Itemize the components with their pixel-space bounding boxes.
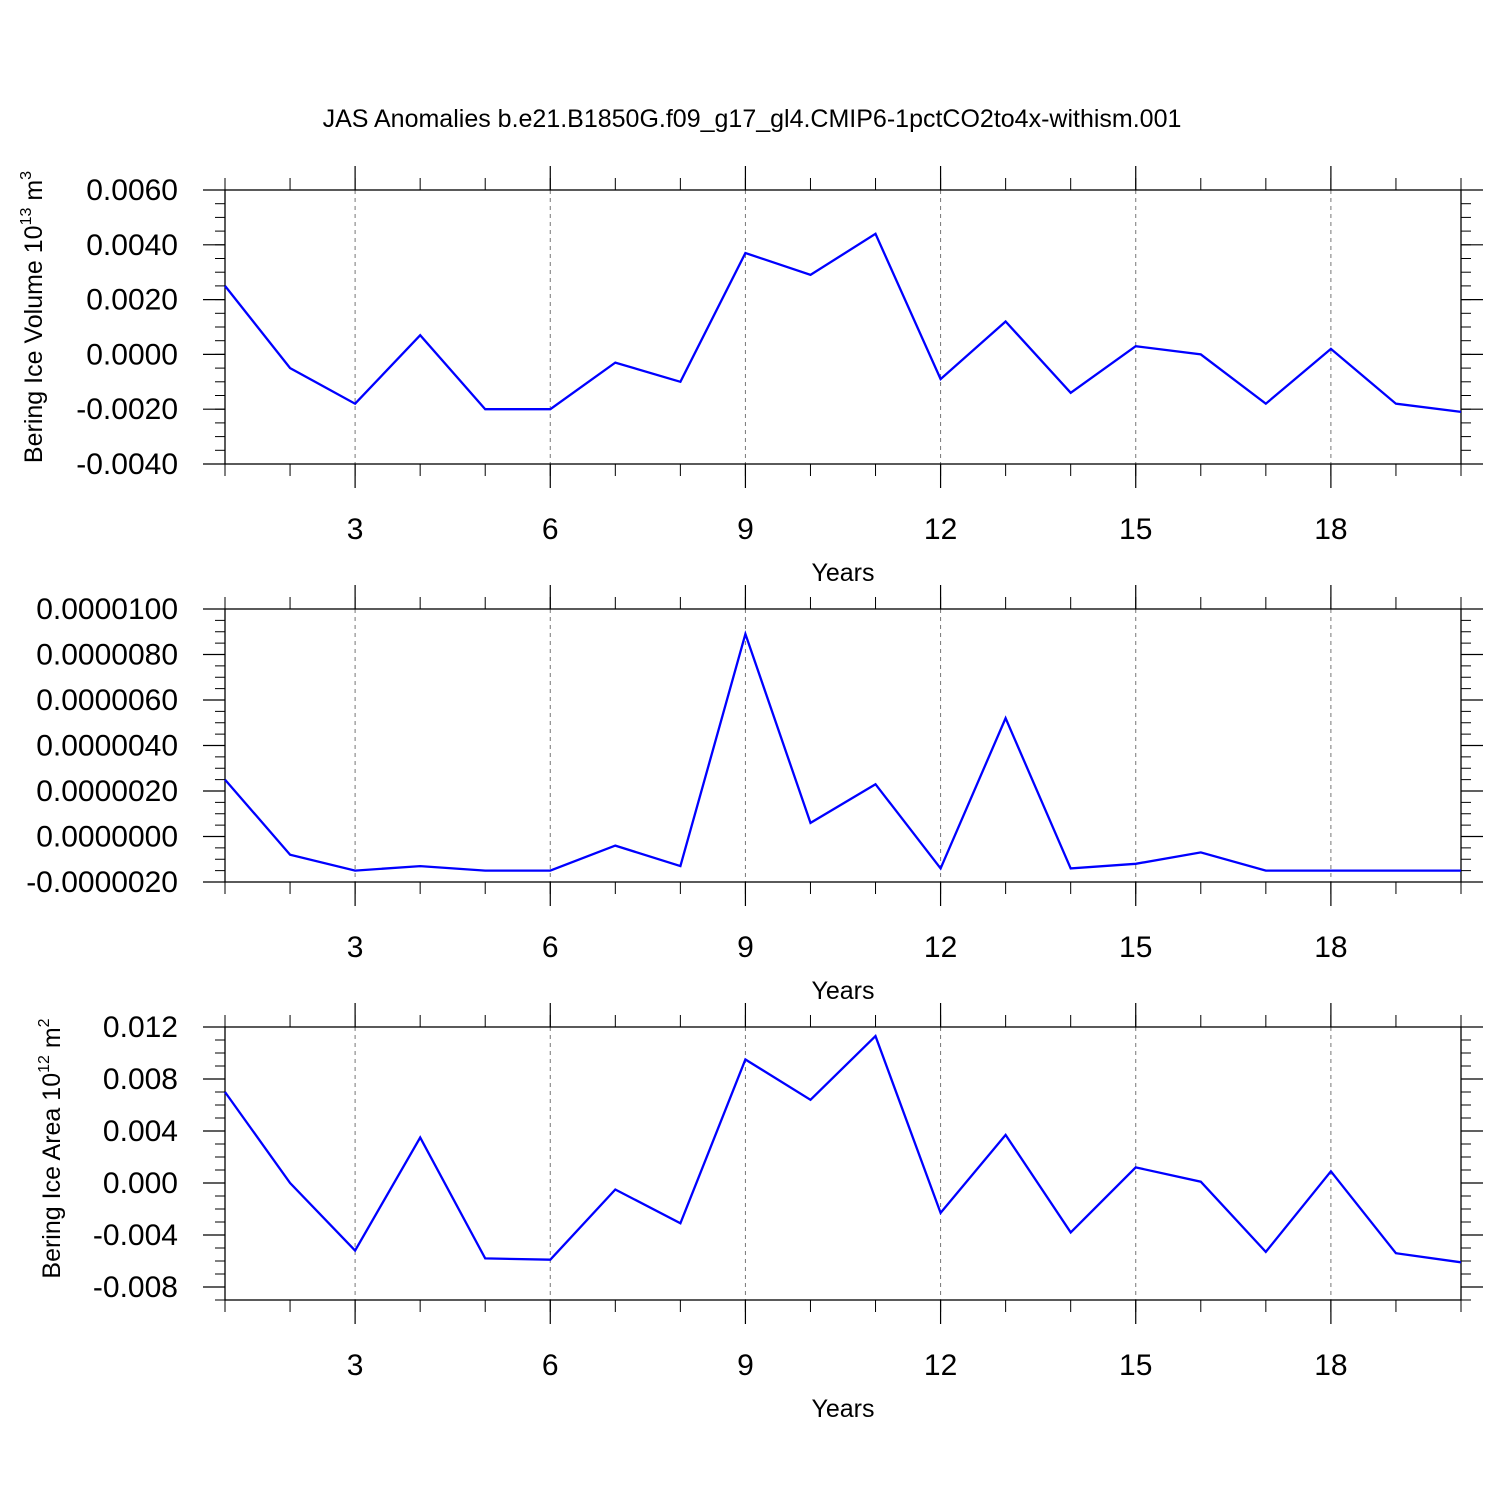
x-tick-label: 15 bbox=[1119, 513, 1152, 546]
y-axis-title-exponent: 12 bbox=[36, 1055, 53, 1073]
chart-panel-1: 3 6 9 12 15 18 -0.0040 -0.0020 0.0000 0.0020 0.004… bbox=[18, 166, 1483, 587]
x-tick-label: 6 bbox=[542, 1349, 559, 1382]
y-tick-label: 0.0000000 bbox=[36, 821, 178, 854]
y-tick-label: 0.0040 bbox=[86, 229, 178, 262]
y-tick-label: 0.008 bbox=[103, 1063, 178, 1096]
x-tick-label: 3 bbox=[347, 1349, 364, 1382]
x-tick-label: 3 bbox=[347, 513, 364, 546]
x-tick-label: 15 bbox=[1119, 931, 1152, 964]
x-tick-label: 12 bbox=[924, 931, 957, 964]
figure-title: JAS Anomalies b.e21.B1850G.f09_g17_gl4.C… bbox=[323, 105, 1182, 133]
x-tick-label: 12 bbox=[924, 513, 957, 546]
y-axis-title-text: Bering Ice Volume 10 bbox=[20, 225, 48, 463]
y-tick-label: 0.0000040 bbox=[36, 730, 178, 763]
y-tick-label: -0.0000020 bbox=[26, 866, 178, 899]
chart-panel-2: 3 6 9 12 15 18 -0.0000020 0.0000000 0.0000020 0.0… bbox=[26, 585, 1483, 1005]
y-tick-label: 0.000 bbox=[103, 1167, 178, 1200]
y-axis-title-unit: m bbox=[20, 180, 48, 208]
y-tick-label: 0.004 bbox=[103, 1115, 178, 1148]
x-tick-label: 9 bbox=[737, 513, 754, 546]
y-tick-label: 0.0000060 bbox=[36, 684, 178, 717]
series-line-1 bbox=[224, 1034, 1462, 1264]
y-axis-title: Bering Ice Volume 1013 m3 bbox=[18, 171, 48, 463]
x-tick-label: 15 bbox=[1119, 1349, 1152, 1382]
y-tick-label: 0.0020 bbox=[86, 284, 178, 317]
chart-panels: 3 6 9 12 15 18 -0.0040 -0.0020 0.0000 0.0020 0.004… bbox=[18, 166, 1483, 1423]
series-line-1 bbox=[224, 630, 1461, 872]
x-tick-label: 18 bbox=[1314, 931, 1347, 964]
x-tick-label: 18 bbox=[1314, 1349, 1347, 1382]
y-tick-label: 0.012 bbox=[103, 1011, 178, 1044]
y-tick-label: -0.0020 bbox=[76, 393, 178, 426]
y-tick-label: -0.004 bbox=[93, 1219, 178, 1252]
y-axis-title-unit: m bbox=[38, 1027, 66, 1055]
x-axis-title: Years bbox=[811, 559, 874, 587]
y-tick-label: -0.008 bbox=[93, 1271, 178, 1304]
x-tick-label: 6 bbox=[542, 513, 559, 546]
y-axis-title-unit-exponent: 2 bbox=[36, 1018, 53, 1027]
y-tick-label: 0.0000 bbox=[86, 338, 178, 371]
x-axis-title: Years bbox=[811, 977, 874, 1005]
series-line-1 bbox=[224, 232, 1462, 414]
y-tick-label: 0.0000080 bbox=[36, 639, 178, 672]
chart-panel-3: 3 6 9 12 15 18 -0.008 -0.004 0.000 0.004 0.008 0.01… bbox=[36, 1003, 1483, 1423]
y-axis-title-unit-exponent: 3 bbox=[18, 171, 35, 180]
y-axis-title-text: Bering Ice Area 10 bbox=[38, 1073, 66, 1279]
x-tick-label: 9 bbox=[737, 931, 754, 964]
x-axis-title: Years bbox=[811, 1395, 874, 1423]
x-tick-label: 6 bbox=[542, 931, 559, 964]
y-axis-title-exponent: 13 bbox=[18, 208, 35, 226]
plot-frame bbox=[224, 1026, 1462, 1301]
x-tick-label: 18 bbox=[1314, 513, 1347, 546]
y-tick-label: 0.0000100 bbox=[36, 593, 178, 626]
x-tick-label: 12 bbox=[924, 1349, 957, 1382]
x-tick-label: 3 bbox=[347, 931, 364, 964]
y-tick-label: 0.0060 bbox=[86, 174, 178, 207]
x-tick-label: 9 bbox=[737, 1349, 754, 1382]
y-tick-label: 0.0000020 bbox=[36, 775, 178, 808]
y-tick-label: -0.0040 bbox=[76, 448, 178, 481]
y-axis-title: Bering Ice Area 1012 m2 bbox=[36, 1018, 66, 1278]
